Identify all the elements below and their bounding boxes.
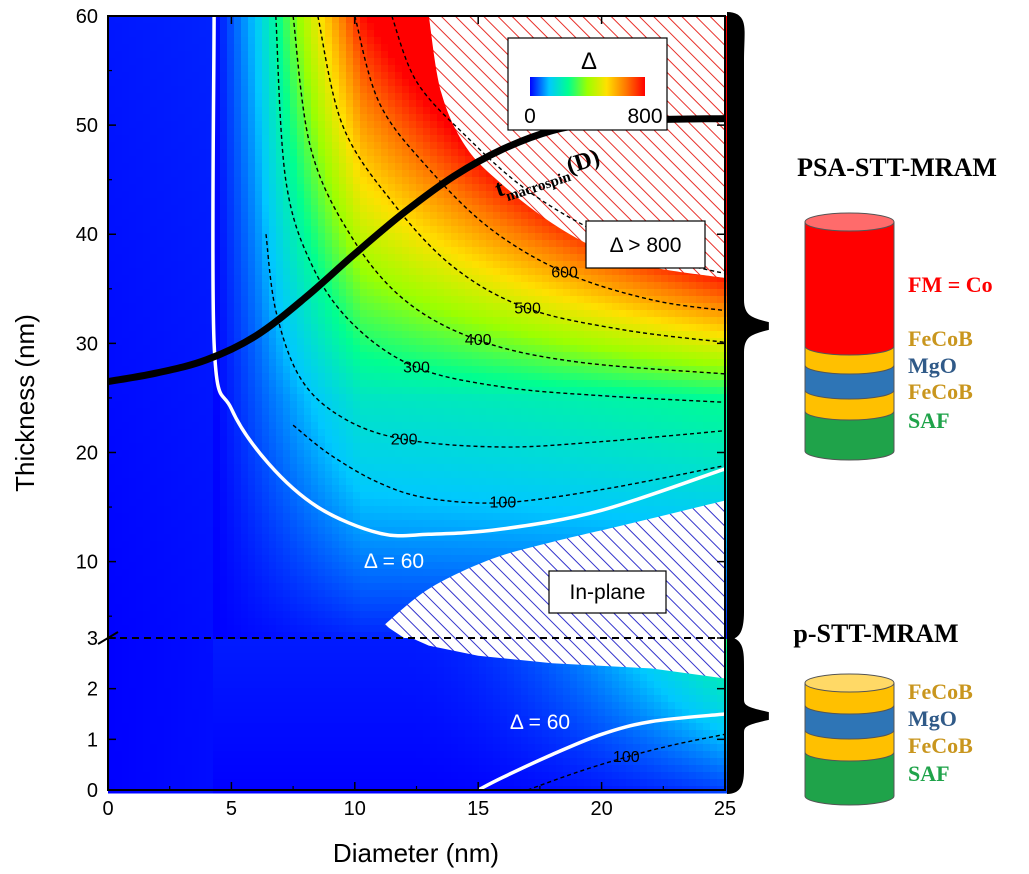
y-axis-title: Thickness (nm) <box>10 314 40 492</box>
y-tick-label: 1 <box>87 729 98 751</box>
stack-title-psa: PSA-STT-MRAM <box>797 153 997 182</box>
psa-label-fecob-top: FeCoB <box>908 326 973 351</box>
contour-line-600 <box>354 16 725 312</box>
x-tick-label: 20 <box>590 798 612 820</box>
contour-line-500 <box>317 16 725 343</box>
stack-top-face <box>804 673 895 693</box>
psa-layer-labels: FM = Co FeCoB MgO FeCoB SAF <box>908 272 993 433</box>
contour-line-100-lower <box>527 733 725 790</box>
stack-layer-saf <box>804 751 895 806</box>
contour-line-300 <box>275 16 725 403</box>
delta-60-line-lower <box>477 712 725 790</box>
colorbar-title: Δ <box>581 48 597 75</box>
stack-layer-mgo <box>804 704 895 740</box>
contour-line-700 <box>391 16 725 275</box>
y-tick-label: 3 <box>87 628 98 650</box>
contour-line-200 <box>265 234 725 448</box>
colorbar-max-label: 800 <box>627 105 662 128</box>
label-delta-60-lower: Δ = 60 <box>510 711 570 734</box>
colorbar-min-label: 0 <box>524 105 536 128</box>
label-in-plane: In-plane <box>548 570 667 614</box>
psa-label-saf: SAF <box>908 408 950 433</box>
stack-layer-fm-co <box>804 221 895 356</box>
p-label-fecob-top: FeCoB <box>908 679 973 704</box>
p-label-mgo: MgO <box>908 706 957 731</box>
contour-label-400: 400 <box>465 332 492 349</box>
y-tick-label: 10 <box>76 552 98 574</box>
p-label-fecob-bottom: FeCoB <box>908 733 973 758</box>
y-tick-label: 60 <box>76 6 98 28</box>
y-tick-label: 40 <box>76 224 98 246</box>
contour-label-200: 200 <box>391 431 418 448</box>
delta-60-line-upper <box>211 16 725 538</box>
p-label-saf: SAF <box>908 761 950 786</box>
x-tick-label: 25 <box>714 798 736 820</box>
x-tick-label: 10 <box>344 798 366 820</box>
colorbar-gradient <box>530 77 645 96</box>
contour-label-100-lower: 100 <box>613 749 640 766</box>
label-delta-60-upper: Δ = 60 <box>364 550 424 573</box>
x-tick-label: 0 <box>102 798 113 820</box>
y-tick-label: 2 <box>87 679 98 701</box>
y-tick-label: 50 <box>76 115 98 137</box>
psa-label-fecob-bottom: FeCoB <box>908 379 973 404</box>
y-tick-label: 20 <box>76 442 98 464</box>
y-tick-label: 0 <box>87 780 98 802</box>
label-delta-gt-800: Δ > 800 <box>585 220 706 269</box>
contour-label-100: 100 <box>490 495 517 512</box>
x-axis-title: Diameter (nm) <box>333 838 499 868</box>
x-tick-label: 5 <box>226 798 237 820</box>
colorbar: Δ 0 800 <box>507 37 668 131</box>
contour-label-600: 600 <box>551 264 578 281</box>
p-layer-labels: FeCoB MgO FeCoB SAF <box>908 679 973 786</box>
psa-label-fm: FM = Co <box>908 272 993 297</box>
p-stt-mram-stack <box>804 673 895 806</box>
brace-upper <box>726 12 769 640</box>
x-tick-label: 15 <box>467 798 489 820</box>
psa-label-mgo: MgO <box>908 353 957 378</box>
contour-lines: 100200300400500600700100 <box>265 16 725 790</box>
brace-lower <box>726 637 769 794</box>
contour-label-500: 500 <box>514 300 541 317</box>
contour-label-300: 300 <box>403 359 430 376</box>
stack-layer-saf <box>804 410 895 461</box>
stack-title-p: p-STT-MRAM <box>793 619 958 648</box>
stack-layer-mgo <box>804 364 895 400</box>
delta-60-boundaries <box>211 16 725 790</box>
stack-top-face <box>804 212 895 232</box>
psa-stt-mram-stack <box>804 212 895 461</box>
y-tick-label: 30 <box>76 333 98 355</box>
